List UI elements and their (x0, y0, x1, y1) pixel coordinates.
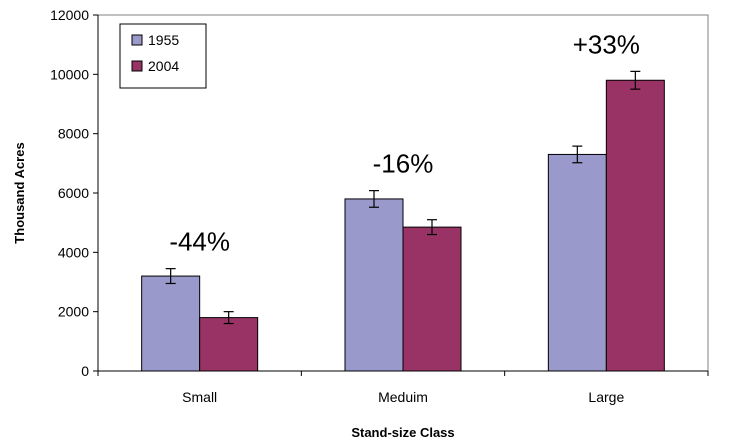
legend-swatch-1955 (131, 34, 143, 46)
bar-1955-large (547, 153, 607, 372)
y-axis-title: Thousand Acres (12, 142, 27, 243)
y-axis-ticks: 0 2000 4000 6000 8000 10000 12000 (50, 7, 98, 379)
y-tick-label: 0 (81, 363, 89, 379)
bar-2004-large (605, 79, 665, 372)
legend-swatch-2004 (131, 60, 143, 72)
bar-2004-small (199, 317, 259, 372)
y-tick-label: 10000 (50, 66, 89, 82)
change-annotation: -44% (169, 227, 230, 257)
legend-label-1955: 1955 (148, 32, 179, 48)
y-tick-label: 4000 (58, 244, 89, 260)
change-annotation: -16% (373, 149, 434, 179)
y-tick-label: 2000 (58, 304, 89, 320)
change-annotations: -44% -16% +33% (169, 29, 640, 256)
legend-label-2004: 2004 (148, 58, 179, 74)
legend: 1955 2004 (119, 23, 207, 89)
x-tick-label: Meduim (378, 389, 428, 405)
x-tick-label: Large (588, 389, 624, 405)
y-tick-label: 8000 (58, 126, 89, 142)
bar-1955-small (141, 275, 201, 372)
plot-area: 0 2000 4000 6000 8000 10000 12000 Small Meduim L… (50, 7, 709, 405)
x-tick-label: Small (182, 389, 217, 405)
x-axis-title: Stand-size Class (351, 425, 454, 440)
change-annotation: +33% (573, 29, 640, 59)
legend-items: 1955 2004 (131, 32, 179, 74)
x-axis-ticks: Small Meduim Large (97, 371, 709, 405)
y-tick-label: 6000 (58, 185, 89, 201)
error-bars-layer (165, 70, 641, 325)
bar-2004-meduim (402, 226, 462, 372)
y-tick-label: 12000 (50, 7, 89, 23)
bar-1955-meduim (344, 198, 404, 372)
bars-layer (141, 79, 665, 372)
